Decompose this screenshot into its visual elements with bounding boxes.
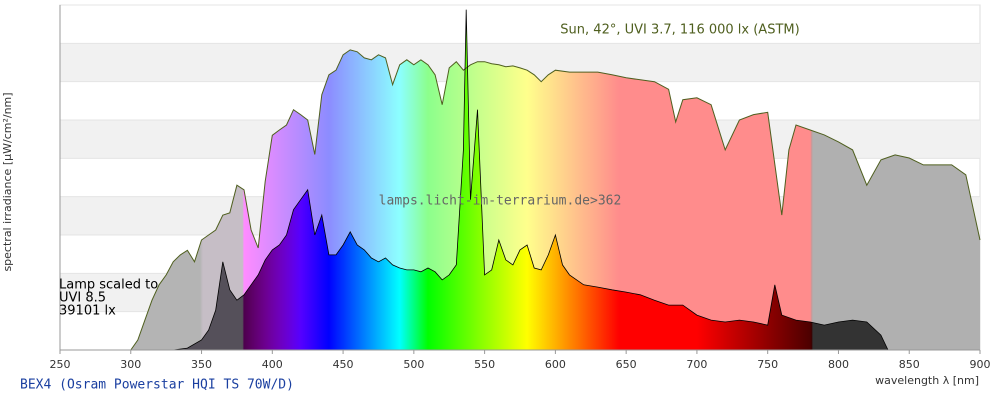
- line: [130, 49, 981, 351]
- chart-title: Sun, 42°, UVI 3.7, 116 000 lx (ASTM): [560, 23, 799, 38]
- x-tick-label: 500: [403, 358, 424, 371]
- area-fill: [173, 9, 888, 350]
- y-axis-label: spectral irradiance [µW/cm²/nm]: [1, 92, 14, 271]
- x-tick-label: 400: [262, 358, 283, 371]
- x-tick-label: 650: [616, 358, 637, 371]
- x-tick-label: 750: [757, 358, 778, 371]
- annotation: 39101 lx: [59, 304, 116, 319]
- x-tick-label: 250: [50, 358, 71, 371]
- x-tick-label: 550: [474, 358, 495, 371]
- watermark: lamps.licht-im-terrarium.de>362: [379, 194, 622, 209]
- x-tick-label: 900: [970, 358, 991, 371]
- x-axis-label: wavelength λ [nm]: [875, 374, 979, 387]
- x-tick-label: 450: [333, 358, 354, 371]
- x-tick-label: 850: [899, 358, 920, 371]
- line: [173, 9, 889, 351]
- annotation: Lamp scaled to: [59, 278, 158, 293]
- x-tick-label: 800: [828, 358, 849, 371]
- lamp-name: BEX4 (Osram Powerstar HQI TS 70W/D): [20, 378, 294, 393]
- x-tick-label: 700: [686, 358, 707, 371]
- x-tick-label: 300: [120, 358, 141, 371]
- x-tick-label: 350: [191, 358, 212, 371]
- x-tick-label: 600: [545, 358, 566, 371]
- annotation: UVI 8.5: [59, 291, 106, 306]
